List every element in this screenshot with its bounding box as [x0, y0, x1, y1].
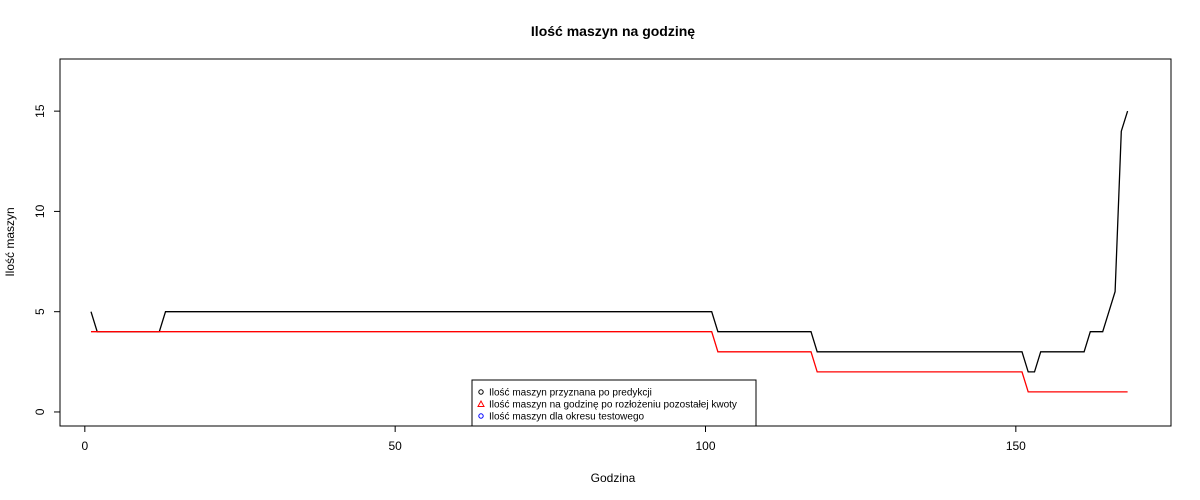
legend-box [471, 379, 757, 427]
series-layer [90, 110, 1129, 393]
x-tick-label: 150 [1006, 439, 1026, 453]
legend-marker-3 [478, 413, 484, 419]
axes-layer: 0 50 100 150 0 5 10 15 [33, 104, 1026, 453]
y-tick-label: 10 [33, 204, 47, 218]
legend-marker-2 [477, 399, 485, 407]
legend: Ilość maszyn przyznana po predykcjiIlość… [471, 379, 757, 427]
x-tick-label: 100 [695, 439, 715, 453]
x-axis-label: Godzina [591, 471, 636, 485]
legend-label-2: Ilość maszyn na godzinę po rozłożeniu po… [489, 400, 737, 411]
y-tick-label: 15 [33, 104, 47, 118]
legend-marker-1 [478, 389, 484, 395]
legend-label-1: Ilość maszyn przyznana po predykcji [489, 388, 652, 399]
series-line-1 [90, 110, 1129, 373]
legend-label-3: Ilość maszyn dla okresu testowego [489, 412, 645, 423]
x-tick-label: 50 [388, 439, 402, 453]
y-tick-label: 5 [33, 308, 47, 315]
series-line-2 [91, 331, 1128, 393]
x-tick-label: 0 [81, 439, 88, 453]
y-tick-label: 0 [33, 408, 47, 415]
y-axis-label: Ilość maszyn [3, 207, 17, 276]
plot-frame [59, 58, 1172, 427]
chart-title: Ilość maszyn na godzinę [531, 23, 695, 39]
